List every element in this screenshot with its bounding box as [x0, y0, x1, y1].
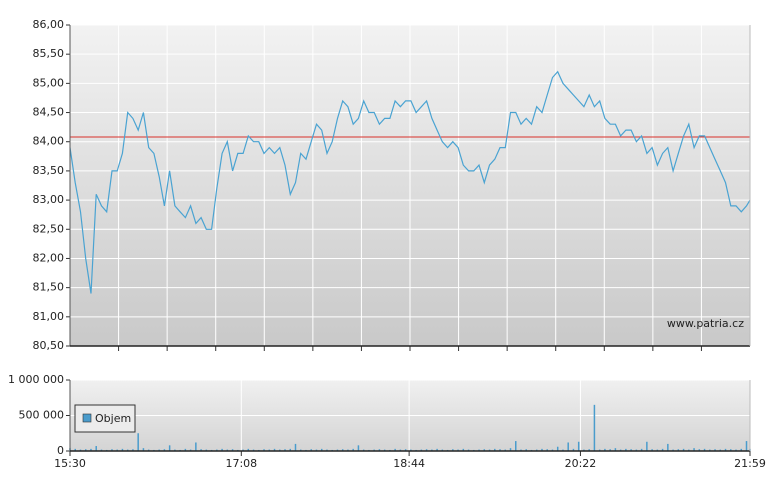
volume-bar: [556, 446, 559, 451]
volume-bar: [703, 448, 706, 451]
volume-bar: [588, 449, 590, 451]
price-line: [69, 70, 751, 294]
x-tick-label: 20:22: [565, 457, 597, 470]
volume-bar: [646, 441, 648, 451]
volume-bar: [714, 449, 716, 451]
volume-bar: [394, 448, 396, 451]
volume-bar: [546, 449, 548, 451]
volume-bar: [577, 441, 580, 451]
volume-bar: [142, 448, 145, 451]
volume-bar: [195, 442, 197, 451]
volume-bar: [630, 449, 632, 451]
y-tick-label: 83,50: [33, 164, 65, 177]
volume-bar: [341, 449, 344, 451]
volume-bar: [640, 448, 643, 451]
volume-bar: [499, 449, 501, 451]
y-tick-label: 81,50: [33, 281, 65, 294]
volume-bar: [294, 443, 297, 451]
x-tick-label: 21:59: [734, 457, 766, 470]
volume-bar: [609, 449, 611, 451]
volume-bar: [677, 449, 680, 451]
volume-bar: [541, 448, 543, 451]
volume-bar: [425, 449, 428, 451]
legend-label: Objem: [95, 412, 131, 425]
volume-bar: [352, 448, 354, 451]
volume-bar: [184, 448, 187, 451]
volume-bar: [273, 448, 276, 451]
volume-bar: [572, 448, 575, 451]
volume-bar: [310, 449, 312, 451]
volume-bar: [221, 448, 223, 451]
x-tick-label: 15:30: [54, 457, 86, 470]
volume-bar: [231, 449, 234, 451]
volume-bar: [661, 448, 664, 451]
x-tick-label: 18:44: [393, 457, 425, 470]
y-tick-label: 85,50: [33, 47, 65, 60]
volume-bar: [84, 449, 87, 451]
volume-bar: [525, 449, 527, 451]
volume-bar: [320, 448, 323, 451]
volume-bar: [730, 449, 732, 451]
y-tick-label: 0: [57, 444, 64, 457]
legend-swatch: [82, 413, 92, 423]
volume-bar: [200, 449, 202, 451]
volume-bar: [284, 449, 286, 451]
volume-bar: [121, 448, 124, 451]
volume-bar: [452, 449, 454, 451]
y-tick-label: 82,00: [33, 251, 65, 264]
y-tick-label: 80,50: [33, 339, 65, 352]
volume-bar: [509, 448, 512, 451]
y-tick-label: 81,00: [33, 310, 65, 323]
volume-bar: [567, 442, 569, 451]
volume-bar: [163, 449, 166, 451]
volume-bar: [604, 448, 606, 451]
volume-bar: [289, 448, 292, 451]
y-tick-label: 82,50: [33, 222, 65, 235]
x-tick-label: 17:08: [225, 457, 257, 470]
volume-bar: [357, 445, 360, 451]
y-tick-label: 85,00: [33, 76, 65, 89]
volume-bar: [462, 448, 465, 451]
volume-bar: [74, 448, 76, 451]
volume-bar: [436, 448, 438, 451]
volume-bar: [740, 448, 743, 451]
volume-bar: [378, 449, 381, 451]
volume-bar: [494, 448, 496, 451]
y-tick-label: 1 000 000: [8, 373, 64, 386]
volume-bar: [693, 448, 695, 451]
y-tick-label: 84,00: [33, 135, 65, 148]
volume-bar: [90, 448, 92, 451]
watermark: www.patria.cz: [667, 317, 744, 330]
volume-bar: [745, 441, 748, 451]
y-tick-label: 500 000: [19, 409, 65, 422]
volume-bar: [651, 449, 653, 451]
volume-bar: [132, 449, 134, 451]
volume-bar: [483, 449, 486, 451]
volume-bar: [625, 448, 627, 451]
volume-bar: [404, 449, 407, 451]
volume-bar: [95, 446, 97, 451]
y-tick-label: 84,50: [33, 106, 65, 119]
volume-bar: [111, 449, 113, 451]
volume-bar: [247, 448, 250, 451]
volume-bar: [667, 443, 669, 451]
volume-bar: [263, 449, 265, 451]
y-tick-label: 86,00: [33, 18, 65, 31]
volume-bar: [614, 448, 617, 451]
volume-bar: [724, 448, 727, 451]
volume-bar: [168, 445, 171, 451]
y-tick-label: 83,00: [33, 193, 65, 206]
volume-bar: [593, 404, 596, 451]
volume-bar: [137, 433, 139, 451]
volume-bar: [698, 449, 701, 451]
volume-bar: [515, 441, 517, 451]
volume-bar: [682, 448, 685, 451]
